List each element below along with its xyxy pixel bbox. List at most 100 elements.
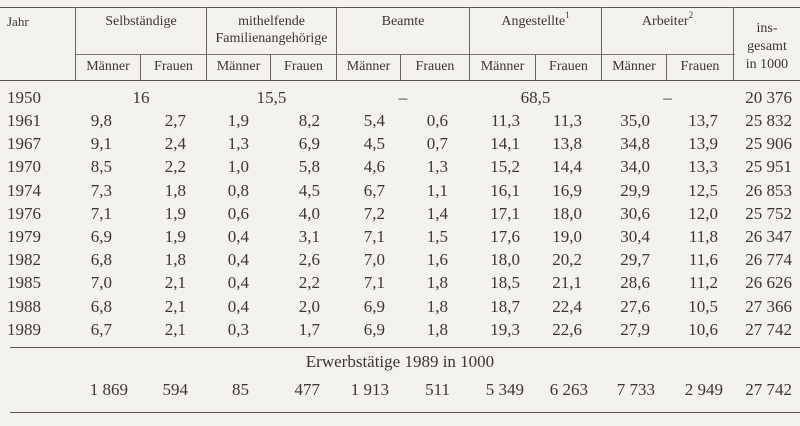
- value-cell: 7,2: [363, 203, 385, 223]
- value-cell: 0,4: [227, 250, 249, 270]
- value-cell: 1,3: [426, 157, 448, 177]
- value-cell: 1,7: [298, 319, 320, 339]
- value-cell: 5 349: [485, 380, 524, 399]
- total-value: 25 951: [745, 157, 792, 177]
- subheader-maenner: Männer: [480, 59, 525, 74]
- erwerbstaetige-row: 1 869 594 85 477 1 913 511 5 349 6 263 7…: [0, 378, 800, 401]
- table-row: 1979 6,9 1,9 0,4 3,1 7,1 1,5 17,6 19,0 30,4 11,8 26…: [0, 225, 800, 248]
- value-cell: 18,5: [490, 273, 520, 293]
- value-cell: 0,6: [426, 111, 448, 130]
- value-cell: 2,4: [164, 134, 186, 154]
- value-cell: 0,4: [227, 227, 249, 246]
- value-cell: 27,9: [620, 319, 650, 339]
- value-cell: 594: [162, 380, 189, 399]
- value-cell: 19,3: [490, 319, 520, 339]
- value-cell: 7,3: [90, 180, 112, 200]
- value-cell: 2,7: [164, 111, 186, 130]
- year-cell: 1989: [7, 319, 41, 339]
- beamte-value: –: [398, 88, 408, 107]
- value-cell: 20,2: [552, 250, 582, 270]
- col-divider: [469, 7, 470, 80]
- subheader-maenner: Männer: [612, 59, 656, 74]
- value-cell: 8,2: [298, 111, 320, 130]
- value-cell: 2,1: [164, 296, 186, 316]
- value-cell: 2,6: [298, 250, 320, 270]
- value-cell: 17,6: [490, 227, 520, 246]
- value-cell: 6,9: [298, 134, 320, 154]
- header-arbeiter-label: Arbeiter: [641, 14, 689, 29]
- value-cell: 28,6: [620, 273, 650, 293]
- value-cell: 22,4: [552, 296, 582, 316]
- value-cell: 14,1: [490, 134, 520, 154]
- year-cell: 1976: [7, 203, 41, 223]
- value-cell: 0,4: [227, 273, 249, 293]
- value-cell: 9,8: [90, 111, 112, 130]
- value-cell: 2,1: [164, 273, 186, 293]
- col-divider: [75, 7, 76, 80]
- value-cell: 21,1: [552, 273, 582, 293]
- value-cell: 29,9: [620, 180, 650, 200]
- subheader-frauen: Frauen: [415, 59, 455, 74]
- footnote-marker: 2: [688, 10, 694, 21]
- total-value: 26 626: [745, 273, 792, 293]
- value-cell: 2,0: [298, 296, 320, 316]
- value-cell: 12,5: [688, 180, 718, 200]
- total-value: 25 906: [745, 134, 792, 154]
- value-cell: 11,2: [688, 273, 718, 293]
- col-divider: [733, 7, 734, 80]
- col-divider: [140, 54, 141, 80]
- value-cell: 6,8: [90, 296, 112, 316]
- year-cell: 1974: [7, 180, 41, 200]
- value-cell: 4,0: [298, 203, 320, 223]
- table-row-1950: 1950 16 15,5 – 68,5 – 20 376: [0, 86, 800, 109]
- value-cell: 2,2: [164, 157, 186, 177]
- value-cell: 6,9: [363, 319, 385, 339]
- value-cell: 4,6: [363, 157, 385, 177]
- value-cell: 1,9: [164, 227, 186, 246]
- value-cell: 22,6: [552, 319, 582, 339]
- value-cell: 6,7: [363, 180, 385, 200]
- header-mithelfende: mithelfende Familienangehörige: [207, 13, 336, 47]
- arbeiter-value: –: [663, 88, 672, 107]
- value-cell: 18,0: [490, 250, 520, 270]
- value-cell: 1,9: [164, 203, 186, 223]
- value-cell: 7,1: [363, 227, 385, 246]
- value-cell: 2,2: [298, 273, 320, 293]
- value-cell: 1 913: [350, 380, 389, 399]
- subheader-frauen: Frauen: [154, 59, 193, 74]
- year-cell: 1979: [7, 227, 41, 246]
- table-row: 1976 7,1 1,9 0,6 4,0 7,2 1,4 17,1 18,0 30,6 12,0 25…: [0, 202, 800, 225]
- total-value: 27 742: [745, 380, 792, 399]
- value-cell: 13,8: [552, 134, 582, 154]
- year-cell: 1961: [7, 111, 41, 130]
- col-divider: [400, 54, 401, 80]
- mithelfende-value: 15,5: [256, 88, 287, 107]
- value-cell: 2 949: [684, 380, 723, 399]
- value-cell: 0,4: [227, 296, 249, 316]
- subheader-frauen: Frauen: [284, 59, 323, 74]
- total-value: 20 376: [745, 88, 792, 107]
- header-mithelfende-line2: Familienangehörige: [215, 31, 328, 46]
- value-cell: 11,8: [688, 227, 718, 246]
- value-cell: 0,6: [227, 203, 249, 223]
- value-cell: 10,5: [688, 296, 718, 316]
- value-cell: 8,5: [90, 157, 112, 177]
- table-row: 1982 6,8 1,8 0,4 2,6 7,0 1,6 18,0 20,2 29,7 11,6 26…: [0, 248, 800, 271]
- value-cell: 1,6: [426, 250, 448, 270]
- table-row: 1974 7,3 1,8 0,8 4,5 6,7 1,1 16,1 16,9 29,9 12,5 26…: [0, 179, 800, 202]
- col-divider: [270, 54, 271, 80]
- table-row: 1970 8,5 2,2 1,0 5,8 4,6 1,3 15,2 14,4 34,0 13,3 25…: [0, 155, 800, 178]
- table-row: 1967 9,1 2,4 1,3 6,9 4,5 0,7 14,1 13,8 34,8 13,9 25…: [0, 132, 800, 155]
- header-angestellte: Angestellte1: [470, 11, 601, 30]
- total-value: 25 832: [745, 111, 792, 130]
- value-cell: 5,4: [363, 111, 385, 130]
- value-cell: 1,3: [227, 134, 249, 154]
- subheader-frauen: Frauen: [680, 59, 720, 74]
- body-bottom-rule: [10, 347, 800, 348]
- year-cell: 1988: [7, 296, 41, 316]
- value-cell: 11,6: [688, 250, 718, 270]
- table-bottom-rule: [10, 412, 800, 413]
- table-row: 1988 6,8 2,1 0,4 2,0 6,9 1,8 18,7 22,4 27,6 10,5 27…: [0, 295, 800, 318]
- value-cell: 34,0: [620, 157, 650, 177]
- value-cell: 1,4: [426, 203, 448, 223]
